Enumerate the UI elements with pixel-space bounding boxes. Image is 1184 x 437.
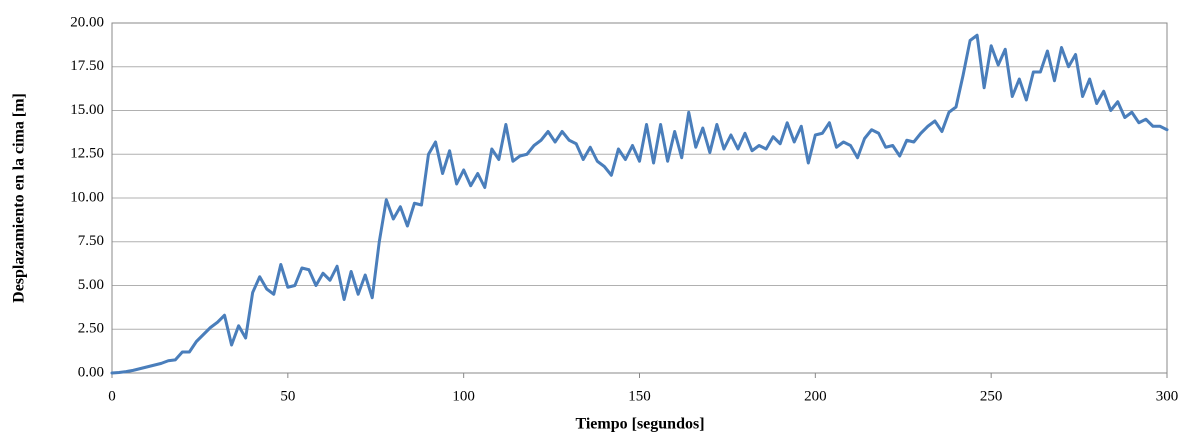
x-tick-label: 250 xyxy=(980,388,1003,404)
x-tick-label: 50 xyxy=(280,388,295,404)
y-tick-label: 2.50 xyxy=(78,321,104,337)
y-tick-label: 10.00 xyxy=(70,189,104,205)
x-tick-label: 0 xyxy=(108,388,116,404)
x-tick-label: 200 xyxy=(804,388,827,404)
y-tick-label: 15.00 xyxy=(70,102,104,118)
y-tick-label: 5.00 xyxy=(78,277,104,293)
y-tick-label: 20.00 xyxy=(70,14,104,30)
x-tick-label: 150 xyxy=(628,388,651,404)
x-tick-label: 300 xyxy=(1156,388,1179,404)
y-tick-label: 17.50 xyxy=(70,58,104,74)
y-tick-label: 0.00 xyxy=(78,364,104,380)
x-tick-label: 100 xyxy=(452,388,475,404)
y-axis-title: Desplazamiento en la cima [m] xyxy=(11,93,28,303)
plot-frame xyxy=(111,22,1168,374)
y-tick-label: 12.50 xyxy=(70,146,104,162)
x-axis-title: Tiempo [segundos] xyxy=(575,416,704,433)
y-tick-label: 7.50 xyxy=(78,233,104,249)
data-line xyxy=(110,33,1169,375)
